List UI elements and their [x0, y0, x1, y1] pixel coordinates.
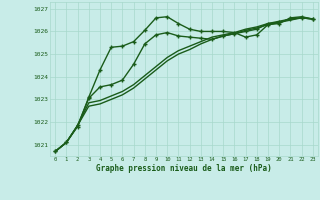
X-axis label: Graphe pression niveau de la mer (hPa): Graphe pression niveau de la mer (hPa) [96, 164, 272, 173]
